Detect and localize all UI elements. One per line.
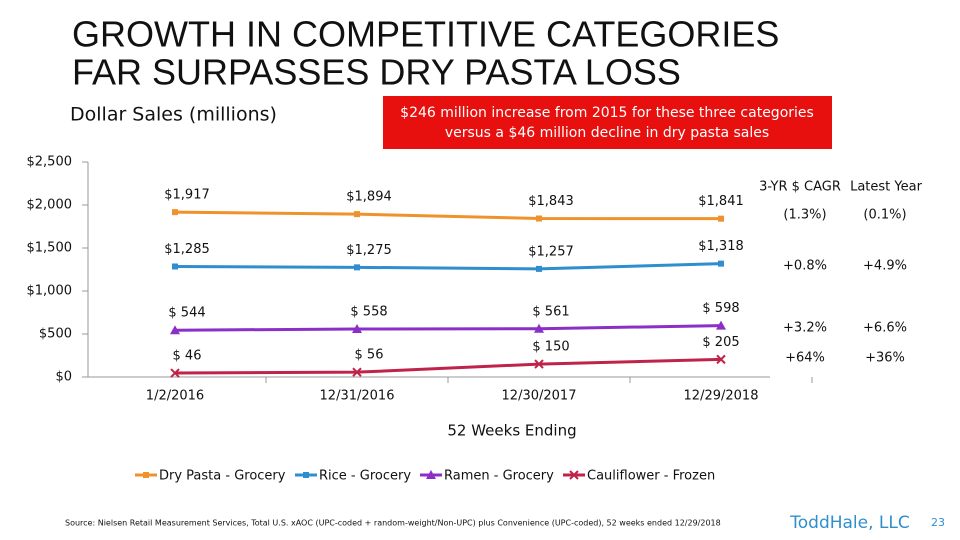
table-header: Latest Year xyxy=(850,180,922,195)
x-tick-label: 12/29/2018 xyxy=(684,389,759,404)
table-cell: +6.6% xyxy=(863,321,907,336)
data-point xyxy=(170,368,180,378)
value-label: $ 561 xyxy=(532,304,569,319)
page-number: 23 xyxy=(931,516,945,529)
table-cell: +36% xyxy=(865,351,905,366)
legend-marker xyxy=(426,470,436,479)
y-tick-label: $2,000 xyxy=(27,198,73,213)
value-label: $1,841 xyxy=(698,194,744,209)
value-label: $1,275 xyxy=(346,243,392,258)
table-header: 3-YR $ CAGR xyxy=(759,180,841,195)
legend-marker xyxy=(569,470,579,480)
value-label: $1,318 xyxy=(698,239,744,254)
callout-text: versus a $46 million decline in dry past… xyxy=(445,125,769,141)
legend-marker xyxy=(143,472,149,478)
value-label: $ 46 xyxy=(173,349,202,364)
table-cell: +64% xyxy=(785,351,825,366)
value-label: $ 598 xyxy=(702,301,739,316)
y-tick-label: $2,500 xyxy=(27,155,73,170)
value-label: $1,285 xyxy=(164,242,210,257)
data-point xyxy=(534,359,544,369)
legend-label: Ramen - Grocery xyxy=(444,469,554,484)
data-point xyxy=(536,265,542,272)
x-tick-label: 12/30/2017 xyxy=(502,389,577,404)
series-line xyxy=(174,210,722,221)
data-point xyxy=(534,323,544,333)
value-label: $1,257 xyxy=(528,244,574,259)
source-note: Source: Nielsen Retail Measurement Servi… xyxy=(65,519,721,528)
data-point xyxy=(352,324,362,334)
value-label: $1,843 xyxy=(528,194,574,209)
series-line xyxy=(174,324,722,332)
legend-label: Cauliflower - Frozen xyxy=(587,469,715,484)
data-point xyxy=(716,354,726,365)
value-label: $ 150 xyxy=(532,340,569,355)
y-tick-label: $1,000 xyxy=(27,284,73,299)
y-axis-label: Dollar Sales (millions) xyxy=(70,104,277,126)
callout-text: $246 million increase from 2015 for thes… xyxy=(400,105,814,121)
table-cell: (0.1%) xyxy=(863,208,906,223)
data-point xyxy=(536,215,542,222)
data-point xyxy=(354,264,360,271)
value-label: $1,917 xyxy=(164,188,210,203)
series-line xyxy=(174,357,722,375)
x-axis-label: 52 Weeks Ending xyxy=(447,422,576,440)
y-tick-label: $0 xyxy=(55,370,72,385)
data-point xyxy=(170,325,180,335)
logo: ToddHale, LLC xyxy=(789,513,909,533)
value-label: $ 56 xyxy=(355,348,384,363)
legend-marker xyxy=(303,472,309,478)
y-tick-label: $1,500 xyxy=(27,241,73,256)
x-tick-label: 1/2/2016 xyxy=(146,389,204,404)
data-point xyxy=(718,260,724,267)
series-line xyxy=(174,262,722,271)
title-line: FAR SURPASSES DRY PASTA LOSS xyxy=(72,52,681,93)
data-point xyxy=(172,263,178,270)
legend-label: Dry Pasta - Grocery xyxy=(159,469,286,484)
data-point xyxy=(354,211,360,218)
data-point xyxy=(718,215,724,222)
data-point xyxy=(716,320,726,330)
data-point xyxy=(172,209,178,216)
value-label: $1,894 xyxy=(346,190,392,205)
table-cell: +3.2% xyxy=(783,321,827,336)
value-label: $ 544 xyxy=(168,306,205,321)
table-cell: (1.3%) xyxy=(783,208,826,223)
callout-box xyxy=(383,96,832,149)
table-cell: +4.9% xyxy=(863,259,907,274)
y-tick-label: $500 xyxy=(39,327,72,342)
x-tick-label: 12/31/2016 xyxy=(320,389,395,404)
value-label: $ 558 xyxy=(350,305,387,320)
table-cell: +0.8% xyxy=(783,259,827,274)
title-line: GROWTH IN COMPETITIVE CATEGORIES xyxy=(72,14,779,55)
legend-label: Rice - Grocery xyxy=(319,469,411,484)
data-point xyxy=(352,367,362,377)
value-label: $ 205 xyxy=(702,335,739,350)
